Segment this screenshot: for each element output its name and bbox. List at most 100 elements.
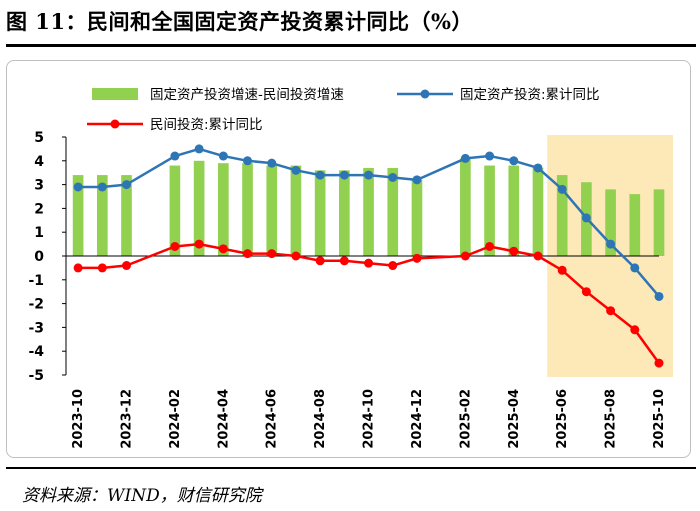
national-investment-point — [533, 163, 543, 173]
x-tick-label: 2024-02 — [168, 389, 183, 449]
x-tick-label: 2025-02 — [458, 389, 473, 449]
national-investment-point — [606, 239, 616, 249]
bar — [266, 165, 278, 256]
chart: 5 4 3 2 1 0 -1 -2 -3 -4 -5 2023-10 2023-12 2024-02 202… — [28, 87, 674, 449]
private-investment-point — [218, 244, 228, 254]
x-tick-label: 2024-08 — [313, 389, 328, 449]
bar — [193, 160, 205, 256]
source-rule — [6, 467, 696, 469]
private-investment-point — [170, 241, 180, 251]
bar — [508, 165, 520, 256]
national-investment-point — [291, 165, 301, 175]
national-investment-point — [97, 182, 107, 192]
national-investment-point — [581, 213, 591, 223]
national-investment-point — [170, 151, 180, 161]
national-investment-point — [412, 175, 422, 185]
y-tick-label: 2 — [34, 201, 44, 217]
private-investment-point — [291, 251, 301, 261]
private-investment-point — [509, 246, 519, 256]
x-tick-label: 2025-06 — [555, 389, 570, 449]
x-tick-label: 2025-10 — [652, 389, 667, 449]
legend-label: 民间投资:累计同比 — [150, 117, 263, 133]
bar — [169, 165, 181, 256]
bar — [72, 175, 84, 256]
x-tick-label: 2025-08 — [604, 389, 619, 449]
bar — [121, 175, 132, 256]
private-investment-point — [388, 261, 398, 271]
national-investment-point — [315, 170, 325, 180]
y-tick-label: 5 — [34, 130, 44, 146]
x-tick-label: 2024-10 — [362, 389, 377, 449]
private-investment-point — [581, 287, 591, 297]
bar — [218, 163, 229, 256]
bar — [411, 179, 423, 256]
private-investment-point — [267, 249, 277, 259]
x-tick-label: 2024-06 — [265, 389, 280, 449]
figure-title: 图 11：民间和全国固定资产投资累计同比（%） — [6, 9, 473, 34]
x-tick-label: 2023-10 — [71, 389, 86, 449]
y-tick-label: -1 — [28, 273, 44, 289]
x-tick-label: 2025-04 — [507, 389, 522, 449]
y-tick-label: 1 — [34, 225, 44, 241]
national-investment-point — [339, 170, 349, 180]
private-investment-point — [315, 256, 325, 266]
legend-label: 固定资产投资:累计同比 — [460, 87, 600, 103]
x-tick-label: 2023-12 — [120, 389, 135, 449]
private-investment-point — [654, 358, 664, 368]
bar — [96, 175, 108, 256]
national-investment-point — [122, 180, 132, 190]
figure-title-bar: 图 11：民间和全国固定资产投资累计同比（%） — [6, 4, 696, 38]
bar — [484, 165, 495, 256]
y-tick-label: -5 — [28, 368, 44, 384]
legend-swatch-marker — [420, 89, 430, 99]
bar — [532, 167, 544, 256]
private-investment-point — [97, 263, 107, 273]
national-investment-point — [630, 263, 640, 273]
national-investment-point — [388, 172, 398, 182]
bar — [290, 165, 302, 256]
national-investment-point — [73, 182, 83, 192]
private-investment-point — [364, 258, 374, 268]
legend-swatch-marker — [110, 119, 120, 129]
bar — [339, 170, 350, 256]
national-investment-point — [509, 156, 519, 166]
y-tick-label: 0 — [34, 249, 44, 265]
bar — [629, 194, 641, 256]
private-investment-point — [412, 253, 422, 263]
private-investment-point — [194, 239, 204, 249]
national-investment-point — [218, 151, 228, 161]
national-investment-point — [557, 184, 567, 194]
y-tick-label: -2 — [28, 297, 44, 313]
private-investment-point — [339, 256, 349, 266]
bar — [363, 167, 374, 256]
private-investment-point — [630, 325, 640, 335]
bar — [242, 163, 253, 256]
x-tick-label: 2024-04 — [216, 389, 231, 449]
source-note: 资料来源：WIND，财信研究院 — [22, 486, 262, 506]
national-investment-point — [194, 144, 204, 154]
bar — [387, 167, 399, 256]
private-investment-point — [243, 249, 253, 259]
private-investment-point — [557, 265, 567, 275]
national-investment-point — [364, 170, 374, 180]
y-tick-label: -3 — [28, 320, 44, 336]
private-investment-point — [122, 261, 132, 271]
y-tick-label: -4 — [28, 344, 44, 360]
y-tick-label: 3 — [34, 178, 44, 194]
private-investment-point — [485, 241, 495, 251]
chart-frame: 5 4 3 2 1 0 -1 -2 -3 -4 -5 2023-10 2023-12 2024-02 202… — [6, 60, 691, 458]
bar — [605, 189, 616, 256]
title-rule — [6, 44, 696, 47]
private-investment-point — [606, 306, 616, 316]
national-investment-point — [654, 291, 664, 301]
y-tick-label: 4 — [34, 154, 44, 170]
legend-label: 固定资产投资增速-民间投资增速 — [150, 87, 344, 103]
national-investment-point — [243, 156, 253, 166]
bar — [460, 158, 471, 256]
bar — [556, 175, 568, 256]
national-investment-point — [460, 153, 470, 163]
national-investment-point — [267, 158, 277, 168]
x-tick-label: 2024-12 — [410, 389, 425, 449]
legend-swatch-bar — [92, 88, 138, 100]
national-investment-point — [485, 151, 495, 161]
